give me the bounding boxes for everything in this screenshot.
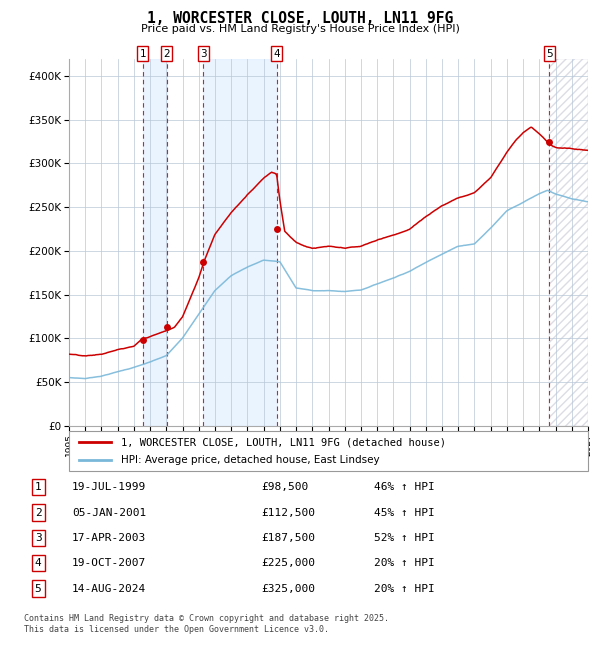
Text: 3: 3	[35, 533, 41, 543]
Text: £225,000: £225,000	[261, 558, 315, 568]
Text: 52% ↑ HPI: 52% ↑ HPI	[374, 533, 434, 543]
Text: Contains HM Land Registry data © Crown copyright and database right 2025.
This d: Contains HM Land Registry data © Crown c…	[24, 614, 389, 634]
Text: 4: 4	[35, 558, 41, 568]
Text: 2: 2	[35, 508, 41, 517]
FancyBboxPatch shape	[69, 431, 588, 471]
Text: 5: 5	[35, 584, 41, 593]
Text: 19-JUL-1999: 19-JUL-1999	[72, 482, 146, 492]
Text: 5: 5	[546, 49, 553, 58]
Text: £112,500: £112,500	[261, 508, 315, 517]
Bar	[203, 58, 277, 426]
Text: 45% ↑ HPI: 45% ↑ HPI	[374, 508, 434, 517]
Text: 19-OCT-2007: 19-OCT-2007	[72, 558, 146, 568]
Text: 1: 1	[139, 49, 146, 58]
Text: £325,000: £325,000	[261, 584, 315, 593]
Text: 14-AUG-2024: 14-AUG-2024	[72, 584, 146, 593]
Text: £98,500: £98,500	[261, 482, 308, 492]
Text: 17-APR-2003: 17-APR-2003	[72, 533, 146, 543]
Text: 46% ↑ HPI: 46% ↑ HPI	[374, 482, 434, 492]
Bar	[550, 58, 588, 426]
Text: 1, WORCESTER CLOSE, LOUTH, LN11 9FG (detached house): 1, WORCESTER CLOSE, LOUTH, LN11 9FG (det…	[121, 437, 446, 447]
Text: 2: 2	[163, 49, 170, 58]
Text: 20% ↑ HPI: 20% ↑ HPI	[374, 558, 434, 568]
Text: 3: 3	[200, 49, 207, 58]
Text: 05-JAN-2001: 05-JAN-2001	[72, 508, 146, 517]
Text: £187,500: £187,500	[261, 533, 315, 543]
Text: 1, WORCESTER CLOSE, LOUTH, LN11 9FG: 1, WORCESTER CLOSE, LOUTH, LN11 9FG	[147, 11, 453, 26]
Text: Price paid vs. HM Land Registry's House Price Index (HPI): Price paid vs. HM Land Registry's House …	[140, 24, 460, 34]
Text: 4: 4	[273, 49, 280, 58]
Text: HPI: Average price, detached house, East Lindsey: HPI: Average price, detached house, East…	[121, 455, 380, 465]
Bar	[143, 58, 167, 426]
Text: 1: 1	[35, 482, 41, 492]
Text: 20% ↑ HPI: 20% ↑ HPI	[374, 584, 434, 593]
